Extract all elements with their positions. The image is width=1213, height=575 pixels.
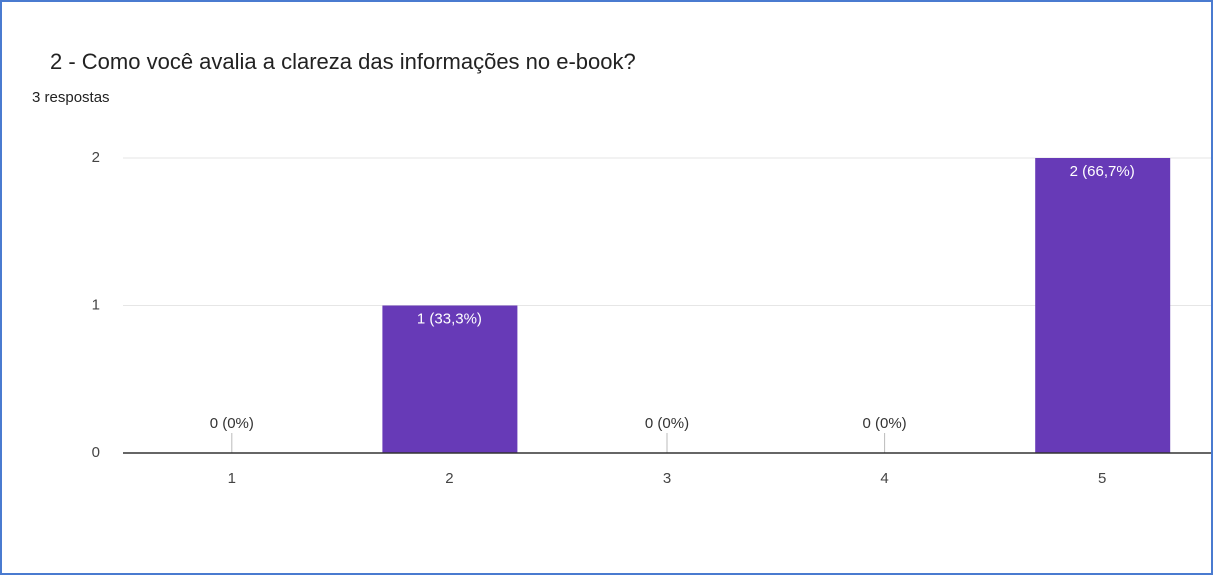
y-tick-label: 0 [92, 444, 100, 461]
data-label: 0 (0%) [645, 415, 689, 432]
bar [1035, 158, 1171, 453]
chart-title: 2 - Como você avalia a clareza das infor… [50, 49, 636, 74]
x-tick-label: 1 [228, 470, 236, 487]
x-tick-label: 5 [1098, 470, 1106, 487]
chart-subtitle: 3 respostas [32, 89, 110, 106]
data-label: 1 (33,3%) [417, 310, 482, 327]
data-label: 2 (66,7%) [1070, 163, 1135, 180]
x-tick-label: 4 [880, 470, 888, 487]
data-label: 0 (0%) [863, 415, 907, 432]
y-tick-label: 2 [92, 149, 100, 166]
y-tick-label: 1 [92, 296, 100, 313]
x-tick-label: 2 [445, 470, 453, 487]
data-label: 0 (0%) [210, 415, 254, 432]
x-tick-label: 3 [663, 470, 671, 487]
bar [382, 305, 518, 453]
